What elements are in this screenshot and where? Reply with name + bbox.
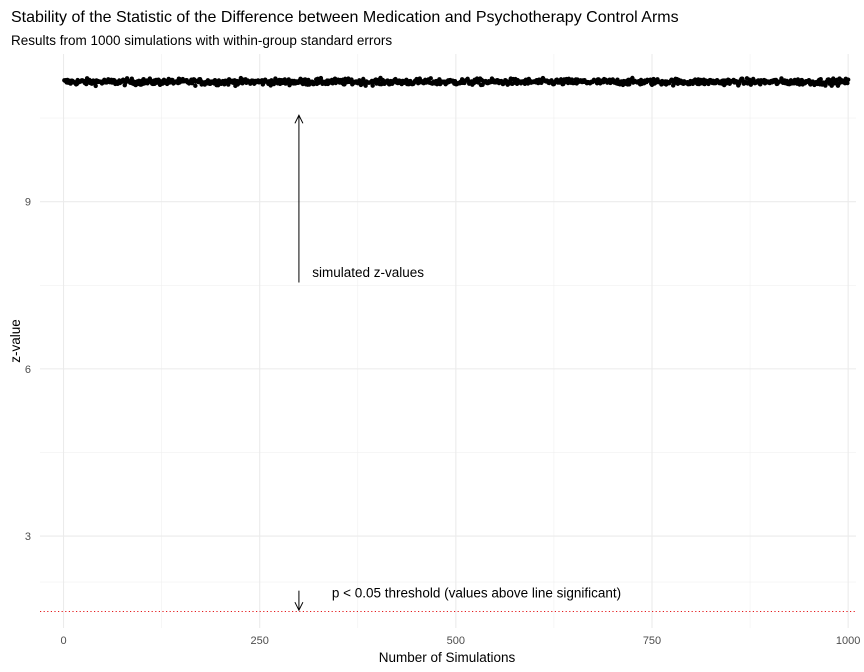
data-point bbox=[823, 83, 828, 88]
chart-title: Stability of the Statistic of the Differ… bbox=[11, 9, 679, 26]
annotation-label: simulated z-values bbox=[312, 265, 424, 280]
x-tick-label: 500 bbox=[447, 635, 465, 647]
data-point bbox=[615, 77, 620, 82]
annotation-label: p < 0.05 threshold (values above line si… bbox=[332, 585, 621, 600]
data-point bbox=[428, 76, 433, 81]
annotation-arrow-head bbox=[294, 114, 304, 124]
y-tick-label: 6 bbox=[25, 364, 31, 376]
y-tick-label: 9 bbox=[25, 197, 31, 209]
x-tick-label: 0 bbox=[60, 635, 66, 647]
annotation-layer: simulated z-values p < 0.05 threshold (va… bbox=[294, 114, 621, 612]
data-point bbox=[93, 83, 98, 89]
data-point bbox=[845, 77, 851, 82]
x-tick-label: 750 bbox=[643, 635, 661, 647]
grid-layer bbox=[40, 54, 856, 628]
chart-subtitle: Results from 1000 simulations with withi… bbox=[11, 33, 392, 48]
y-axis-label: z-value bbox=[8, 319, 23, 363]
data-point bbox=[845, 80, 850, 86]
x-tick-label: 1000 bbox=[836, 635, 860, 647]
y-tick-label: 3 bbox=[25, 531, 31, 543]
tick-layer: 0 250 500 750 1000 3 6 9 bbox=[25, 197, 861, 647]
data-point bbox=[370, 83, 375, 88]
data-point bbox=[193, 83, 198, 88]
data-point bbox=[706, 81, 711, 87]
point-layer bbox=[62, 75, 851, 89]
x-axis-label: Number of Simulations bbox=[379, 650, 516, 665]
data-point bbox=[818, 76, 823, 82]
x-tick-label: 250 bbox=[251, 635, 269, 647]
data-point bbox=[569, 77, 575, 82]
annotation-arrow-head bbox=[294, 601, 304, 612]
